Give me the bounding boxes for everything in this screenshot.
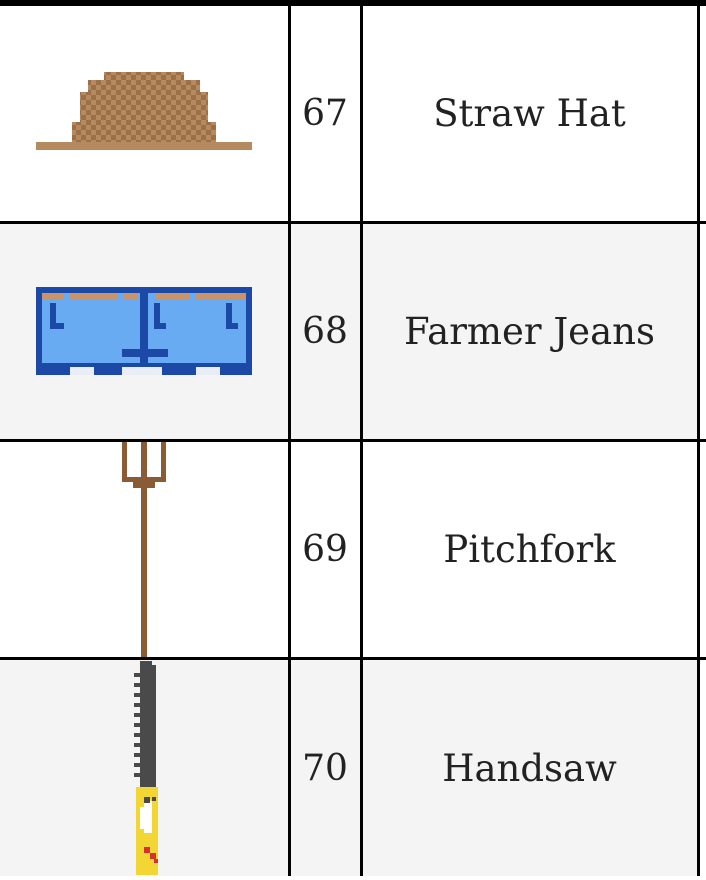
pitchfork-icon — [121, 442, 166, 657]
item-number: 67 — [289, 6, 363, 224]
item-icon-cell — [0, 6, 291, 224]
item-icon-cell — [0, 222, 291, 442]
item-icon-cell — [0, 440, 291, 660]
item-name: Farmer Jeans — [361, 222, 700, 442]
table-row: 67 Straw Hat — [0, 6, 706, 224]
item-name: Straw Hat — [361, 6, 700, 224]
straw-hat-icon — [35, 71, 252, 150]
items-table: 67 Straw Hat — [0, 6, 706, 876]
table-top-border — [0, 0, 706, 6]
table-edge — [698, 440, 706, 660]
table-row: 69 Pitchfork — [0, 440, 706, 660]
handsaw-icon — [133, 661, 158, 875]
table-row: 70 Handsaw — [0, 658, 706, 876]
item-number: 70 — [289, 658, 363, 876]
item-number: 68 — [289, 222, 363, 442]
item-name: Handsaw — [361, 658, 700, 876]
item-number: 69 — [289, 440, 363, 660]
table-edge — [698, 222, 706, 442]
item-icon-cell — [0, 658, 291, 876]
table-row: 68 Farmer Jeans — [0, 222, 706, 442]
table-edge — [698, 6, 706, 224]
table-edge — [698, 658, 706, 876]
item-name: Pitchfork — [361, 440, 700, 660]
farmer-jeans-icon — [35, 286, 252, 375]
